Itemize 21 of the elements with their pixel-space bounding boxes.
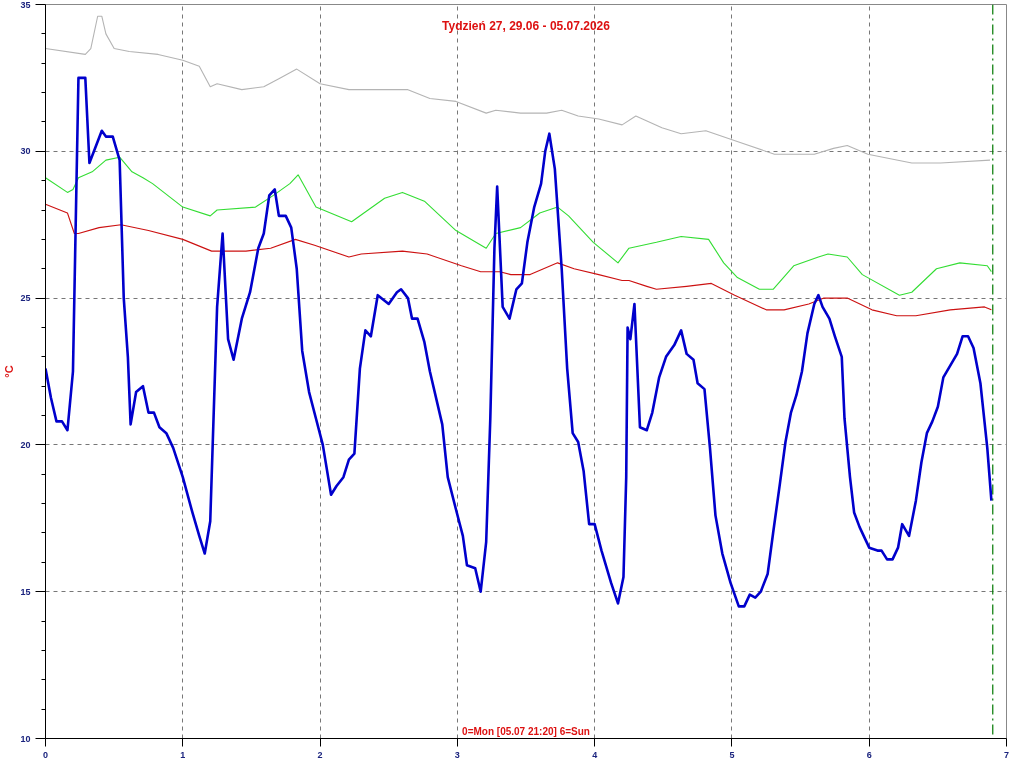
- line-series: [45, 76, 993, 608]
- line-series: [45, 156, 992, 296]
- x-tick-label: 3: [454, 749, 460, 760]
- y-tick-label: 30: [20, 146, 31, 157]
- x-tick-label: 0: [43, 749, 49, 760]
- y-tick-label: 10: [20, 733, 31, 744]
- y-tick-label: 15: [20, 586, 31, 597]
- line-series: [45, 15, 991, 164]
- text: Tydzień 27, 29.06 - 05.07.2026: [442, 18, 611, 33]
- x-tick-label: 6: [866, 749, 872, 760]
- x-tick-label: 5: [729, 749, 735, 760]
- x-tick-label: 7: [1004, 749, 1010, 760]
- line-series: [45, 203, 992, 317]
- x-tick-label: 4: [592, 749, 598, 760]
- y-tick-label: 20: [20, 439, 31, 450]
- y-axis-title: °C: [3, 365, 16, 378]
- x-tick-label: 2: [317, 749, 323, 760]
- y-tick-label: 25: [20, 293, 31, 304]
- annotation: 0=Mon [05.07 21:20] 6=Sun: [462, 725, 590, 737]
- y-tick-label: 35: [20, 0, 31, 10]
- x-tick-label: 1: [180, 749, 186, 760]
